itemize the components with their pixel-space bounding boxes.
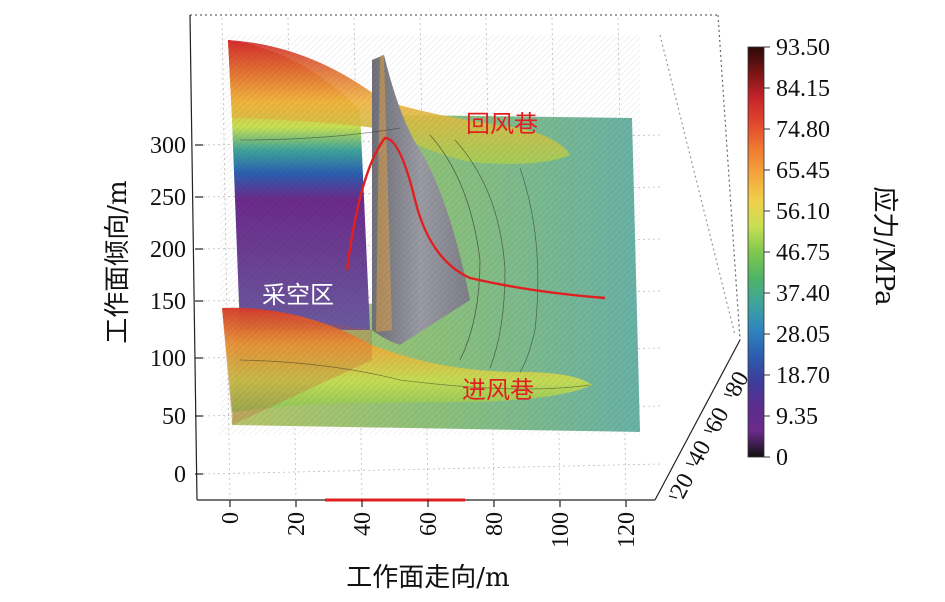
colorbar-tick-label: 28.05 [776, 322, 830, 348]
z-tick-label: 60 [700, 403, 734, 436]
x-tick-label: 20 [284, 512, 310, 536]
x-axis-ticks: 0 20 40 60 80 100 120 [218, 500, 640, 548]
z-tick-label: 40 [682, 436, 716, 469]
colorbar-tick-label: 18.70 [776, 363, 830, 389]
colorbar-tick-label: 0 [776, 445, 788, 471]
y-axis-title: 工作面倾向/m [103, 180, 133, 343]
z-tick-mark [723, 393, 733, 397]
x-tick-label: 60 [416, 512, 442, 536]
stress-profile-curve [345, 136, 606, 300]
colorbar-ticks: 93.50 84.15 74.80 65.45 56.10 46.75 37.40 28.05… [764, 35, 830, 471]
x-tick-label: 40 [350, 512, 376, 536]
z-tick-label: 20 [665, 469, 699, 502]
x-tick-label: 120 [614, 512, 640, 548]
colorbar-tick-label: 74.80 [776, 117, 830, 143]
y-tick-label: 50 [162, 404, 186, 430]
colorbar-tick-label: 84.15 [776, 76, 830, 102]
z-tick-mark [703, 429, 713, 433]
x-tick-label: 80 [482, 512, 508, 536]
y-tick-label: 300 [150, 133, 186, 159]
colorbar-tick-label: 9.35 [776, 404, 818, 430]
stress-surface [220, 35, 640, 435]
x-axis-title: 工作面走向/m [346, 563, 509, 593]
y-axis-ticks: 0 50 100 150 200 250 300 [150, 133, 203, 488]
colorbar-title: 应力/MPa [869, 186, 899, 305]
colorbar-tick-label: 93.50 [776, 35, 830, 61]
x-tick-label: 100 [548, 512, 574, 548]
intake-airway-label: 进风巷 [462, 376, 534, 404]
z-tick-mark [668, 495, 678, 499]
return-airway-label: 回风巷 [466, 110, 538, 138]
colorbar-tick-label: 46.75 [776, 240, 830, 266]
x-tick-label: 0 [218, 512, 244, 524]
colorbar-tick-label: 37.40 [776, 281, 830, 307]
y-tick-label: 100 [150, 346, 186, 372]
y-tick-label: 150 [150, 289, 186, 315]
y-tick-label: 200 [150, 237, 186, 263]
colorbar: 93.50 84.15 74.80 65.45 56.10 46.75 37.40 28.05… [747, 35, 899, 471]
colorbar-tick-label: 56.10 [776, 199, 830, 225]
z-tick-mark [685, 462, 695, 466]
y-tick-label: 0 [174, 462, 186, 488]
y-tick-label: 250 [150, 185, 186, 211]
colorbar-gradient [747, 46, 765, 458]
colorbar-tick-label: 65.45 [776, 158, 830, 184]
goaf-label: 采空区 [262, 281, 334, 309]
